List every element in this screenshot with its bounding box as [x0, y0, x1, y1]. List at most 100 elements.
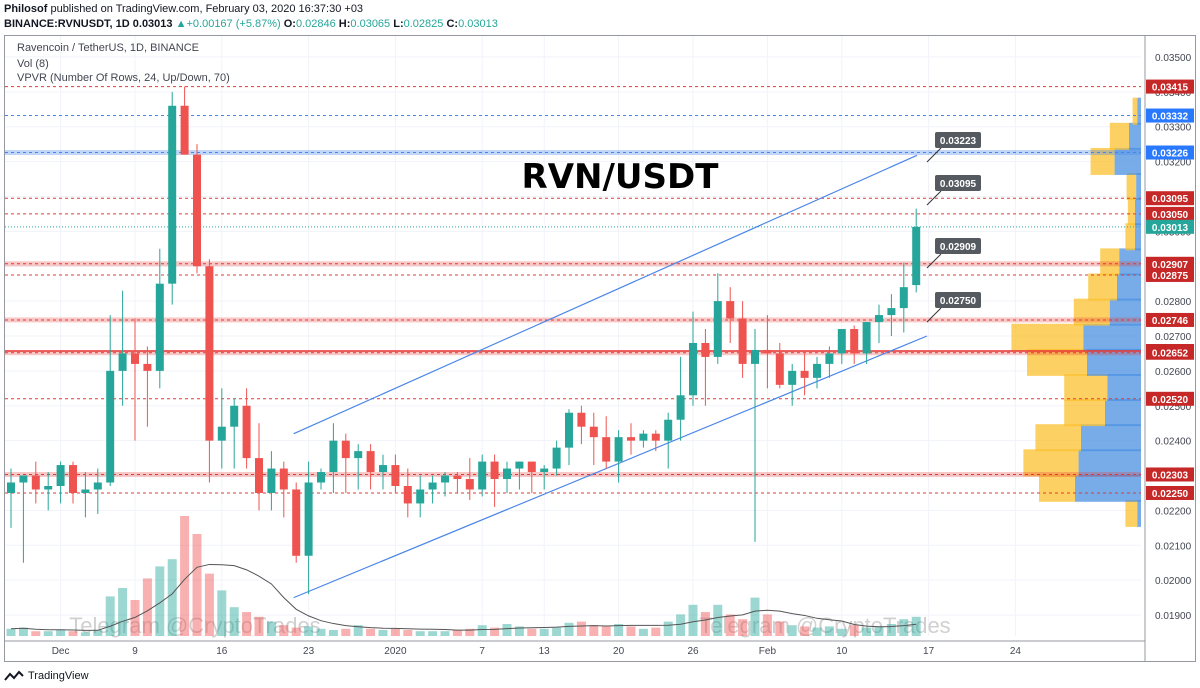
volume-bar	[713, 604, 723, 636]
volume-bar	[502, 624, 512, 636]
publish-info: published on TradingView.com, February 0…	[50, 3, 364, 15]
x-tick-label: Dec	[52, 646, 70, 657]
channel-lower-line	[293, 335, 928, 599]
high-label: H:	[338, 18, 351, 30]
price-tag-label: 0.03095	[1152, 194, 1189, 205]
volume-bar	[452, 630, 462, 636]
volume-bar	[254, 616, 264, 636]
volume-bar	[6, 628, 16, 636]
price-tag	[1146, 108, 1194, 123]
volume-bar	[775, 621, 785, 636]
vpvr-up-bar	[1132, 97, 1138, 125]
open-value: 0.02846	[295, 18, 336, 30]
y-tick-label: 0.02700	[1155, 332, 1192, 343]
volume-bar	[428, 631, 438, 636]
volume-bar	[353, 625, 363, 636]
x-tick-label: 9	[132, 646, 138, 657]
vpvr-down-bar	[1105, 399, 1141, 427]
y-tick-label: 0.03500	[1155, 53, 1192, 64]
volume-bar	[688, 604, 698, 636]
y-tick-label: 0.02000	[1155, 576, 1192, 587]
vpvr-down-bar	[1075, 474, 1141, 502]
candle-body	[93, 482, 102, 490]
candle-body	[614, 437, 623, 462]
volume-bar	[601, 626, 611, 636]
volume-bar	[180, 516, 190, 636]
open-label: O:	[283, 18, 296, 30]
y-tick-label: 0.02500	[1155, 402, 1192, 413]
volume-bar	[142, 578, 152, 636]
x-tick-label: 10	[836, 646, 848, 657]
volume-bar	[105, 596, 115, 636]
candle-body	[540, 468, 549, 473]
vpvr-down-bar	[1136, 173, 1141, 201]
y-tick-label: 0.02400	[1155, 437, 1192, 448]
volume-bar	[291, 627, 301, 636]
volume-bar	[31, 631, 41, 636]
volume-bar	[341, 628, 351, 636]
volume-bar	[626, 626, 636, 636]
vpvr-down-bar	[1087, 348, 1141, 376]
ohlc-line: BINANCE:RVNUSDT, 1D 0.03013 ▲+0.00167 (+…	[4, 18, 498, 30]
vpvr-up-bar	[1035, 424, 1081, 452]
volume-bar	[68, 631, 78, 636]
volume-bar	[514, 626, 524, 636]
candle-body	[118, 353, 127, 371]
price-tag-label: 0.02250	[1152, 489, 1189, 500]
candle-body	[763, 349, 772, 354]
x-tick-label: 24	[1010, 646, 1022, 657]
candle-body	[565, 412, 573, 448]
candle-body	[441, 475, 449, 483]
author-name[interactable]: Philosof	[4, 3, 48, 15]
volume-bar	[527, 628, 537, 636]
x-tick-label: 23	[303, 646, 315, 657]
y-tick-label: 0.01900	[1155, 611, 1192, 622]
volume-bar	[242, 612, 252, 636]
y-tick-label: 0.02100	[1155, 541, 1192, 552]
vpvr-up-bar	[1027, 348, 1087, 376]
price-tag-label: 0.03013	[1152, 223, 1189, 234]
vpvr-down-bar	[1117, 273, 1141, 301]
volume-bar	[638, 628, 648, 636]
volume-bar	[403, 630, 413, 636]
volume-bar	[552, 627, 562, 636]
price-chart[interactable]: Telegram @CryptoTradesTelegram @CryptoTr…	[5, 36, 1195, 661]
volume-bar	[328, 630, 338, 636]
x-tick-label: Feb	[759, 646, 777, 657]
candle-body	[689, 342, 697, 396]
volume-bar	[750, 597, 760, 636]
chart-title: RVN/USDT	[522, 157, 720, 197]
vpvr-down-bar	[1078, 449, 1141, 477]
candle-body	[391, 465, 400, 486]
candle-body	[255, 458, 263, 493]
vpvr-down-bar	[1081, 424, 1141, 452]
volume-bar	[725, 614, 735, 636]
volume-bar	[800, 626, 810, 636]
candle-body	[527, 461, 536, 473]
candle-body	[81, 489, 90, 493]
candle-body	[242, 405, 251, 459]
callout-box	[935, 238, 981, 254]
volume-bar	[390, 628, 400, 636]
volume-bar	[576, 621, 586, 636]
price-tag	[1146, 206, 1194, 221]
volume-bar	[279, 625, 289, 636]
callout-box	[935, 292, 981, 308]
volume-bar	[192, 534, 202, 636]
candle-body	[317, 472, 325, 483]
chart-frame[interactable]: Telegram @CryptoTradesTelegram @CryptoTr…	[4, 35, 1196, 662]
volume-bar	[899, 619, 909, 636]
vpvr-down-bar	[1135, 198, 1141, 226]
candle-body	[875, 315, 883, 323]
callout-box	[935, 132, 981, 148]
tradingview-brand[interactable]: TradingView	[28, 670, 89, 682]
candle-body	[800, 370, 809, 378]
candle-body	[180, 105, 189, 155]
volume-bar	[266, 621, 276, 636]
volume-bar	[663, 621, 673, 636]
candle-body	[292, 489, 301, 556]
volume-bar	[93, 630, 103, 636]
volume-bar	[56, 630, 66, 636]
candle-body	[44, 486, 53, 490]
volume-bar	[155, 566, 165, 636]
